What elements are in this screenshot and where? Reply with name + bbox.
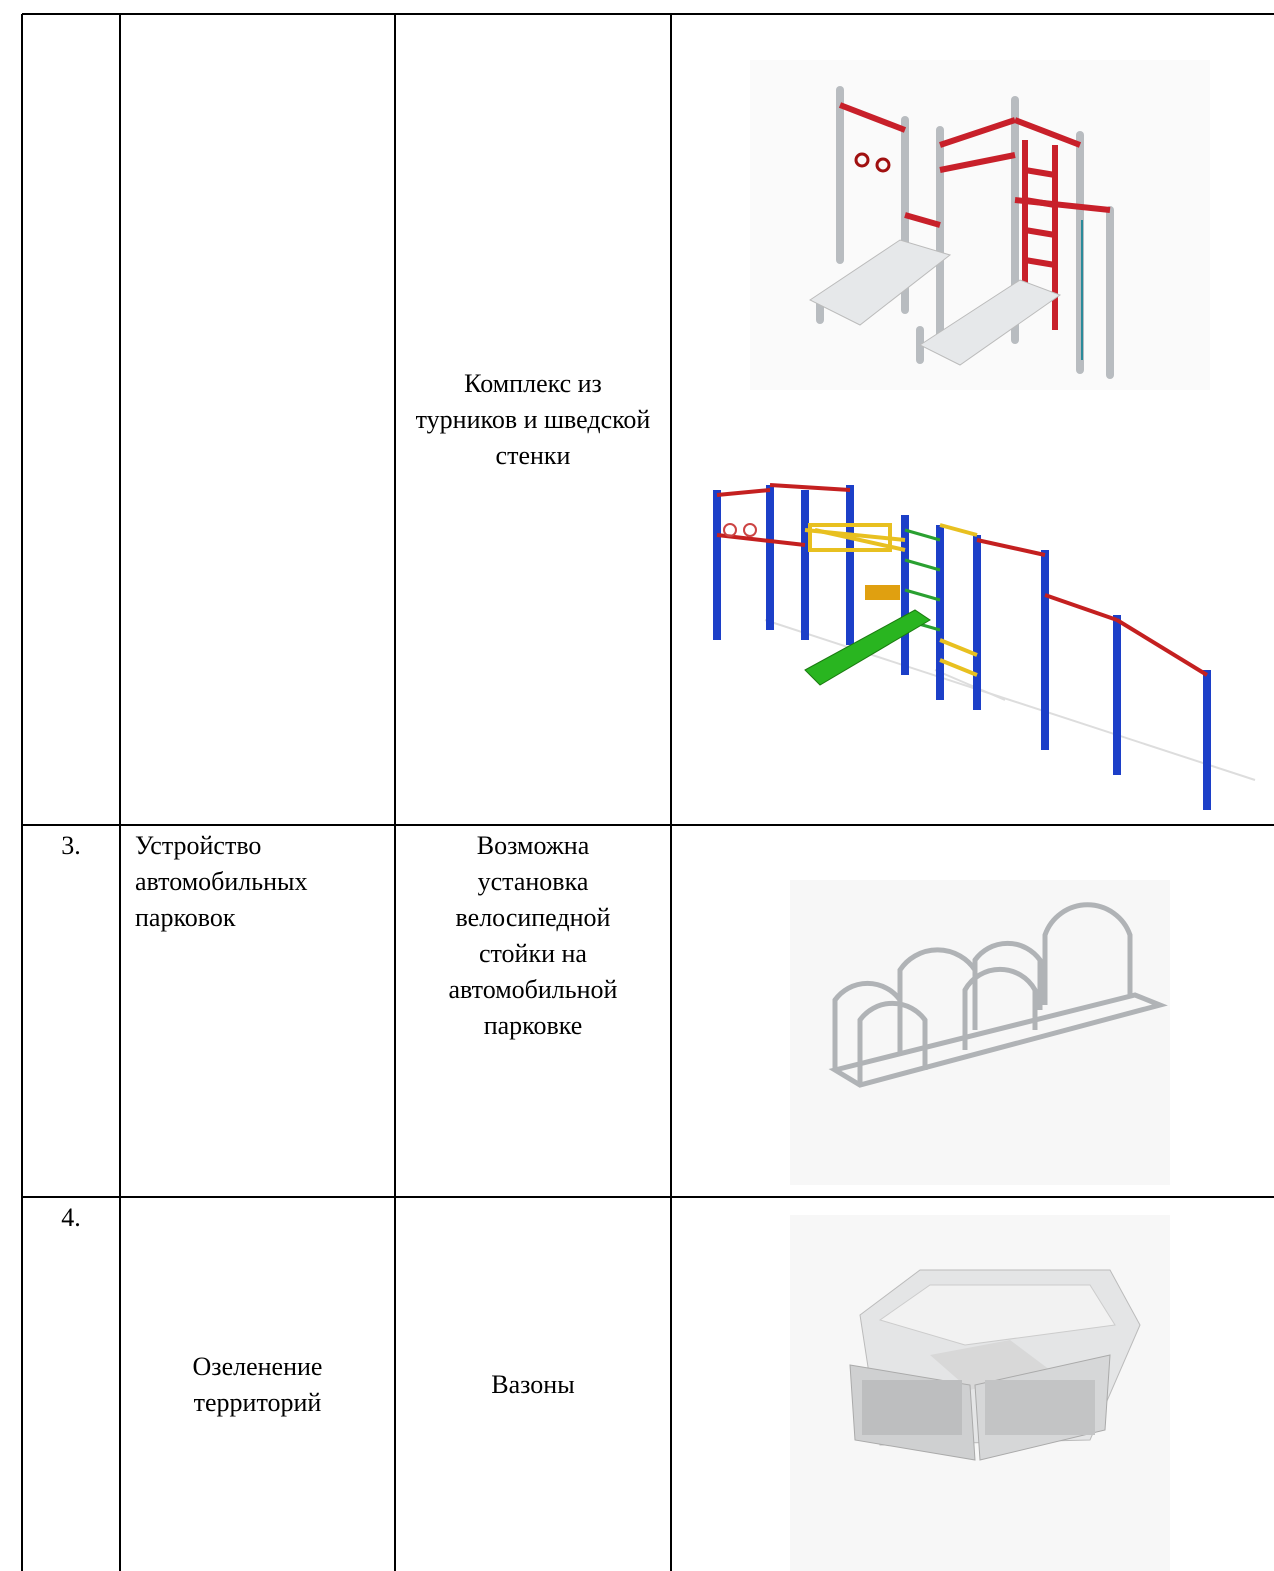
table-border xyxy=(119,14,121,1571)
image-bike-rack xyxy=(790,880,1170,1185)
table-border xyxy=(670,14,672,1571)
table-border xyxy=(22,1196,1274,1198)
image-sport-complex xyxy=(713,483,1256,810)
cell-text: Озеленение территорий xyxy=(192,1351,323,1417)
image-planter xyxy=(790,1215,1170,1571)
table-border xyxy=(21,14,23,1571)
table-border xyxy=(394,14,396,1571)
table-border xyxy=(22,13,1274,15)
cell-text: Устройство автомобильных парковок xyxy=(135,831,308,932)
cell-text: Возможна установка велосипедной стойки н… xyxy=(448,831,618,1040)
table-border xyxy=(22,824,1274,826)
cell-number: 4. xyxy=(61,1203,81,1232)
cell-text: Комплекс из турников и шведской стенки xyxy=(415,369,651,470)
image-workout-complex xyxy=(750,60,1210,390)
cell-number: 3. xyxy=(61,831,81,860)
cell-text: Вазоны xyxy=(491,1369,575,1399)
